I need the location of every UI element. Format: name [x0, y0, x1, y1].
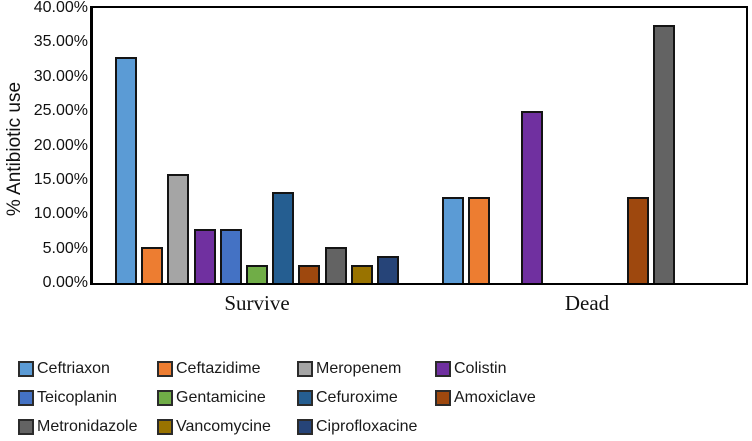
- bar-teicoplanin-survive: [219, 228, 242, 283]
- legend-item-teicoplanin: Teicoplanin: [18, 389, 117, 406]
- bar-metronidazole-survive: [324, 246, 347, 283]
- legend-swatch-icon: [157, 389, 173, 406]
- legend-swatch-icon: [297, 418, 313, 435]
- legend-item-vancomycine: Vancomycine: [157, 418, 271, 435]
- y-tick-label-35-00-: 35.00%: [33, 33, 88, 51]
- legend-label: Ceftazidime: [176, 360, 261, 377]
- legend-item-amoxiclave: Amoxiclave: [435, 389, 536, 406]
- legend-swatch-icon: [297, 389, 313, 406]
- legend-item-colistin: Colistin: [435, 360, 506, 377]
- y-tick-label-10-00-: 10.00%: [33, 205, 88, 223]
- legend-label: Teicoplanin: [37, 389, 118, 406]
- bar-colistin-dead: [521, 111, 544, 283]
- chart-legend: Ceftriaxon Ceftazidime Meropenem Colistin Te…: [0, 350, 752, 441]
- legend-label: Metronidazole: [37, 418, 138, 435]
- legend-label: Amoxiclave: [454, 389, 536, 406]
- y-tick-label-20-00-: 20.00%: [33, 136, 88, 154]
- bar-ceftazidime-dead: [468, 197, 491, 283]
- bar-ceftriaxon-survive: [115, 56, 137, 283]
- legend-label: Colistin: [454, 360, 507, 377]
- x-category-label-survive: Survive: [224, 291, 290, 315]
- legend-label: Meropenem: [316, 360, 402, 377]
- bar-amoxiclave-survive: [298, 265, 321, 283]
- bar-amoxiclave-dead: [626, 197, 649, 283]
- legend-item-ceftriaxon: Ceftriaxon: [18, 360, 110, 377]
- legend-label: Vancomycine: [176, 418, 271, 435]
- y-tick-label-15-00-: 15.00%: [33, 170, 88, 188]
- legend-swatch-icon: [435, 360, 451, 377]
- legend-label: Ceftriaxon: [37, 360, 110, 377]
- x-category-label-dead: Dead: [564, 291, 610, 315]
- y-tick-label-0-00-: 0.00%: [42, 274, 88, 291]
- y-tick-label-25-00-: 25.00%: [33, 102, 88, 120]
- plot-area: [90, 6, 748, 285]
- y-axis-tick-labels: 40.00% 35.00% 30.00% 25.00% 20.00% 15.00% 10.0…: [0, 0, 88, 300]
- bar-ceftriaxon-dead: [442, 197, 464, 283]
- legend-item-meropenem: Meropenem: [297, 360, 401, 377]
- bar-gentamicine-survive: [246, 265, 268, 283]
- legend-swatch-icon: [297, 360, 313, 377]
- legend-swatch-icon: [157, 360, 173, 377]
- legend-label: Gentamicine: [176, 389, 266, 406]
- legend-swatch-icon: [435, 389, 451, 406]
- y-tick-label-30-00-: 30.00%: [33, 67, 88, 85]
- legend-swatch-icon: [18, 418, 34, 435]
- legend-item-gentamicine: Gentamicine: [157, 389, 266, 406]
- y-tick-label-5-00-: 5.00%: [42, 239, 88, 257]
- legend-swatch-icon: [157, 418, 173, 435]
- legend-label: Ciprofloxacine: [316, 418, 418, 435]
- legend-label: Cefuroxime: [316, 389, 398, 406]
- legend-item-metronidazole: Metronidazole: [18, 418, 138, 435]
- bar-cefuroxime-survive: [272, 192, 295, 283]
- bar-metronidazole-dead: [653, 25, 676, 283]
- legend-item-ciprofloxacine: Ciprofloxacine: [297, 418, 417, 435]
- bar-meropenem-survive: [167, 174, 190, 283]
- bar-ciprofloxacine-survive: [377, 256, 399, 283]
- legend-swatch-icon: [18, 360, 34, 377]
- legend-item-cefuroxime: Cefuroxime: [297, 389, 398, 406]
- legend-item-ceftazidime: Ceftazidime: [157, 360, 260, 377]
- bar-vancomycine-survive: [350, 265, 373, 283]
- bar-ceftazidime-survive: [141, 246, 164, 283]
- bar-colistin-survive: [193, 228, 216, 283]
- y-tick-label-40-00-: 40.00%: [33, 0, 88, 16]
- legend-swatch-icon: [18, 389, 34, 406]
